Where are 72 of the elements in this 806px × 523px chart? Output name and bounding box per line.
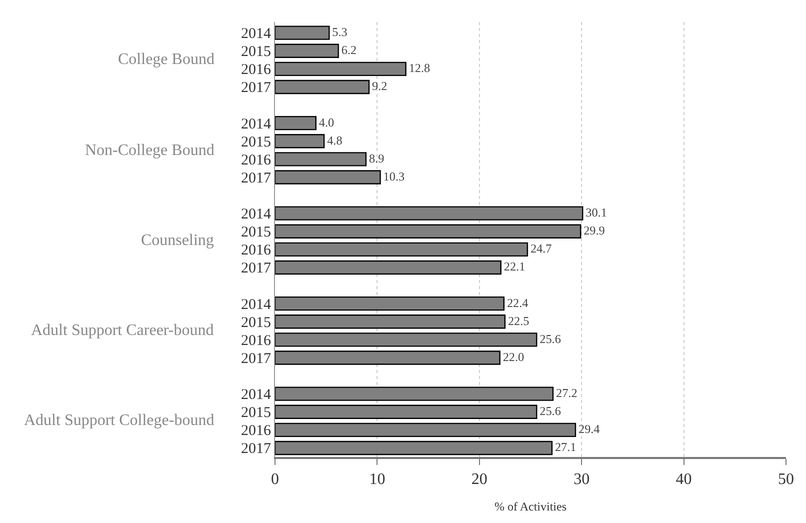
data-label: 4.0	[318, 115, 334, 130]
data-label: 29.9	[584, 224, 605, 238]
text: Non-College Bound	[85, 142, 214, 159]
y-tick-label: 2015	[241, 405, 271, 422]
data-label: 24.7	[530, 242, 552, 256]
y-tick-label: 2017	[241, 80, 272, 96]
bar	[275, 224, 582, 238]
y-tick-label: 2014	[241, 26, 272, 42]
data-label: 22.4	[506, 296, 528, 310]
data-label: 27.2	[556, 386, 578, 400]
data-label: 12.8	[408, 61, 430, 76]
data-label: 25.6	[540, 404, 561, 418]
data-label: 8.9	[368, 151, 384, 166]
bar	[275, 44, 339, 58]
y-tick-label: 2014	[241, 206, 272, 223]
bar	[275, 386, 554, 401]
text: Adult Support Career-bound	[31, 322, 214, 339]
y-tick-label: 2016	[241, 332, 272, 349]
x-tick-label: 50	[778, 470, 794, 488]
bar	[275, 26, 330, 40]
text: College Bound	[118, 51, 214, 68]
x-tick-label: 20	[471, 470, 488, 488]
bar	[275, 152, 367, 166]
y-tick-label: 2017	[241, 260, 272, 277]
bar	[275, 296, 505, 311]
y-tick-label: 2017	[241, 441, 272, 458]
bar	[275, 404, 538, 419]
data-label: 27.1	[554, 440, 576, 454]
data-label: 22.0	[502, 350, 524, 364]
bar	[275, 206, 584, 220]
data-label: 4.8	[327, 133, 342, 148]
data-label: 25.6	[540, 332, 561, 346]
y-tick-label: 2016	[241, 62, 272, 78]
data-label: 29.4	[578, 422, 600, 436]
bar	[275, 260, 502, 275]
bar	[275, 62, 406, 76]
bar	[275, 314, 506, 329]
bar	[275, 350, 500, 365]
y-tick-label: 2015	[241, 314, 271, 331]
y-tick-label: 2015	[241, 134, 271, 150]
y-tick-label: 2014	[241, 296, 272, 313]
x-tick-label: 10	[369, 470, 386, 488]
y-tick-label: 2014	[241, 116, 272, 132]
y-tick-label: 2014	[241, 387, 272, 404]
x-tick-label: 30	[574, 470, 590, 488]
x-tick-label: 40	[676, 470, 692, 488]
bar	[275, 242, 528, 257]
bar	[275, 422, 576, 438]
data-label: 22.1	[504, 260, 526, 274]
data-label: 6.2	[341, 43, 357, 58]
bar	[275, 134, 325, 148]
text: Counseling	[141, 232, 214, 249]
y-tick-label: 2015	[241, 44, 271, 60]
y-tick-label: 2017	[241, 170, 272, 186]
data-label: 22.5	[508, 314, 530, 328]
bar	[275, 440, 553, 456]
y-tick-label: 2016	[241, 242, 272, 259]
y-tick-label: 2017	[241, 350, 272, 367]
y-tick-label: 2015	[241, 224, 271, 241]
y-tick-label: 2016	[241, 423, 272, 440]
data-label: 10.3	[383, 169, 405, 184]
bar	[275, 80, 370, 94]
data-label: 30.1	[586, 206, 607, 220]
data-label: 5.3	[332, 25, 348, 40]
data-label: 9.2	[372, 79, 388, 94]
x-tick-label: 0	[271, 470, 279, 488]
bar	[275, 116, 316, 130]
x-axis-title: % of Activities	[494, 499, 567, 514]
bar	[275, 170, 381, 184]
text: Adult Support College-bound	[24, 412, 214, 429]
y-tick-label: 2016	[241, 152, 272, 168]
bar	[275, 332, 538, 347]
